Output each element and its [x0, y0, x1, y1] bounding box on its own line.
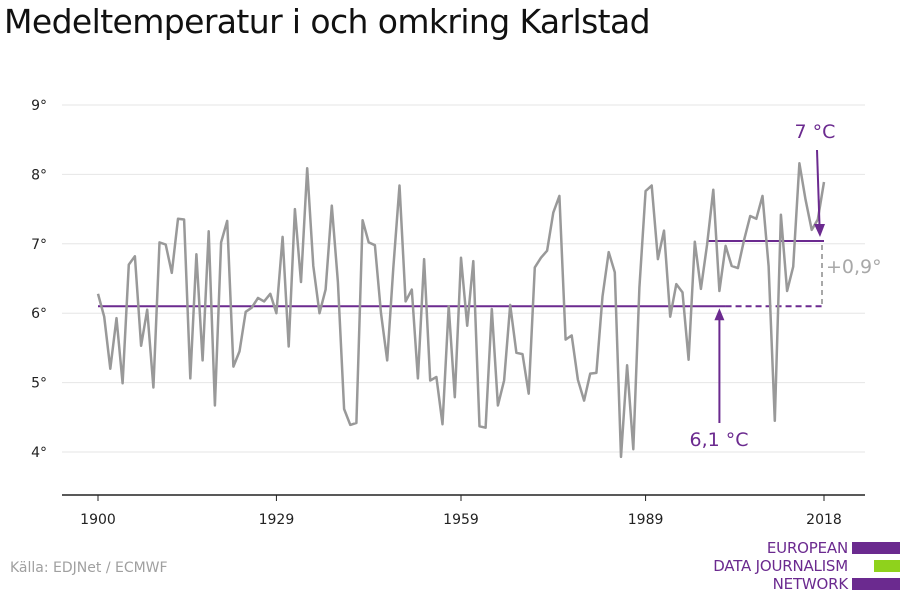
logo-line-2: DATA JOURNALISM	[713, 557, 848, 575]
x-tick-label: 1959	[443, 512, 479, 528]
logo-bar-purple-1	[852, 542, 900, 554]
logo-bar-green	[874, 560, 900, 572]
recent-arrow-head	[814, 224, 825, 238]
edjnet-logo: EUROPEAN DATA JOURNALISM NETWORK	[690, 538, 900, 596]
difference-label: +0,9°	[826, 256, 882, 278]
y-tick-label: 7°	[31, 237, 47, 253]
x-axis-ticks: 1900 1929 1959 1989 2018	[80, 495, 842, 528]
y-tick-label: 9°	[31, 98, 47, 114]
annotations: 6,1 °C 7 °C +0,9°	[689, 121, 881, 451]
y-tick-label: 4°	[31, 445, 47, 461]
baseline-value-label: 6,1 °C	[689, 429, 748, 451]
y-tick-label: 8°	[31, 167, 47, 183]
recent-value-label: 7 °C	[795, 121, 836, 143]
y-axis-labels: 4° 5° 6° 7° 8° 9°	[31, 98, 47, 461]
baseline-arrow-head	[714, 308, 725, 321]
grid-lines	[62, 104, 865, 453]
x-tick-label: 1900	[80, 512, 116, 528]
x-tick-label: 2018	[806, 512, 842, 528]
y-tick-label: 6°	[31, 306, 47, 322]
y-tick-label: 5°	[31, 376, 47, 392]
chart-title: Medeltemperatur i och omkring Karlstad	[4, 2, 651, 41]
x-tick-label: 1989	[628, 512, 664, 528]
logo-line-3: NETWORK	[772, 575, 849, 593]
recent-arrow-line	[816, 149, 821, 226]
logo-line-1: EUROPEAN	[766, 539, 848, 557]
logo-bar-purple-2	[852, 578, 900, 590]
x-tick-label: 1929	[259, 512, 295, 528]
temperature-series-line	[96, 162, 826, 459]
source-note: Källa: EDJNet / ECMWF	[10, 560, 168, 576]
